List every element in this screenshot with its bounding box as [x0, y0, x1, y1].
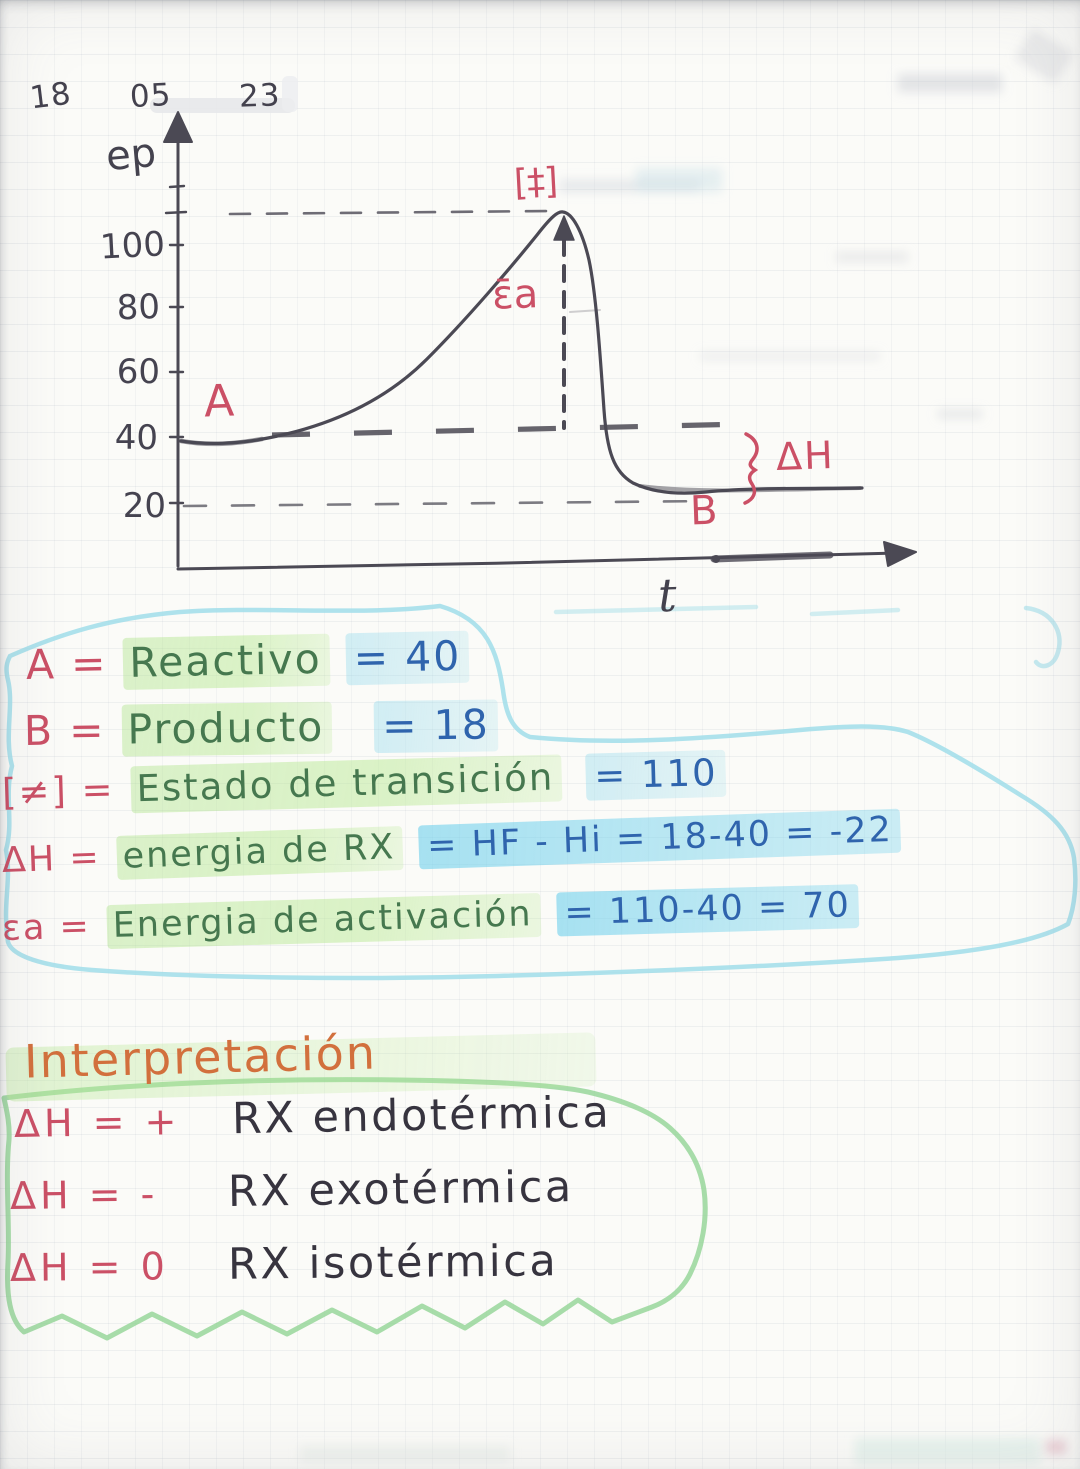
x-axis-arrowhead [883, 541, 917, 567]
note-line-energia-rx: ΔH = energia de RX = HF - Hi = 18-40 = -… [1, 808, 902, 884]
y-axis-title: ep [104, 129, 158, 181]
y-tick-100: 100 [98, 224, 166, 268]
label-product-b: B [689, 487, 719, 535]
note-line-producto: B = Producto = 18 [24, 699, 499, 758]
note-value: = HF - Hi = 18-40 = -22 [418, 808, 902, 870]
note-term: Producto [121, 701, 333, 757]
x-axis-overdraw [710, 551, 834, 563]
dashed-line-40 [271, 421, 749, 438]
label-transition-state: [‡] [512, 160, 559, 205]
energy-curve [179, 210, 864, 495]
y-tick-80: 80 [116, 286, 161, 329]
interp-prefix: ΔH = + [13, 1099, 181, 1146]
ea-arrowhead [553, 215, 575, 241]
interp-text: RX exotérmica [227, 1162, 574, 1217]
label-activation-energy: ε̄a [491, 271, 539, 319]
interp-text: RX isotérmica [227, 1236, 559, 1290]
y-axis-arrowhead [163, 111, 193, 143]
y-tick-40: 40 [114, 418, 158, 458]
x-axis-title: t [657, 567, 678, 623]
y-tick-20: 20 [122, 486, 166, 526]
note-term: Reactivo [122, 633, 331, 690]
note-line-estado-transicion: [≠] = Estado de transición = 110 [1, 749, 727, 817]
interpretation-title: Interpretación [23, 1025, 378, 1089]
note-value: = 110 [585, 749, 727, 801]
note-term: Estado de transición [129, 754, 563, 814]
interp-text: RX endotérmica [231, 1087, 612, 1145]
note-value: = 40 [345, 630, 470, 686]
delta-h-brace [743, 432, 759, 505]
note-line-energia-activacion: εa = Energia de activación = 110-40 = 70 [1, 884, 860, 952]
label-reactant-a: A [203, 375, 235, 428]
date-day: 18 [27, 75, 74, 117]
note-prefix: ΔH = [1, 837, 102, 881]
note-prefix: A = [25, 639, 108, 689]
y-axis-ticks [164, 184, 188, 505]
interp-prefix: ΔH = 0 [9, 1244, 169, 1290]
date: 18 05 23 [27, 75, 281, 117]
note-prefix: εa = [1, 906, 92, 949]
interp-line-isotermica: ΔH = 0 RX isotérmica [10, 1236, 559, 1292]
dashed-line-18 [182, 499, 714, 508]
dashed-line-110 [228, 209, 550, 216]
note-value: = 18 [373, 699, 499, 754]
note-value: = 110-40 = 70 [555, 884, 860, 937]
interp-prefix: ΔH = - [9, 1171, 159, 1218]
y-tick-60: 60 [116, 352, 160, 392]
date-year: 23 [238, 77, 281, 115]
note-line-reactivo: A = Reactivo = 40 [25, 630, 470, 692]
interp-line-endotermica: ΔH = + RX endotérmica [14, 1088, 612, 1148]
date-month: 05 [129, 76, 173, 116]
note-term: energia de RX [115, 826, 404, 880]
note-prefix: [≠] = [1, 767, 116, 814]
interp-line-exotermica: ΔH = - RX exotérmica [10, 1162, 574, 1220]
note-term: Energia de activación [106, 892, 542, 950]
x-axis [176, 551, 900, 571]
note-prefix: B = [23, 705, 106, 755]
label-enthalpy: ΔH [775, 432, 836, 480]
